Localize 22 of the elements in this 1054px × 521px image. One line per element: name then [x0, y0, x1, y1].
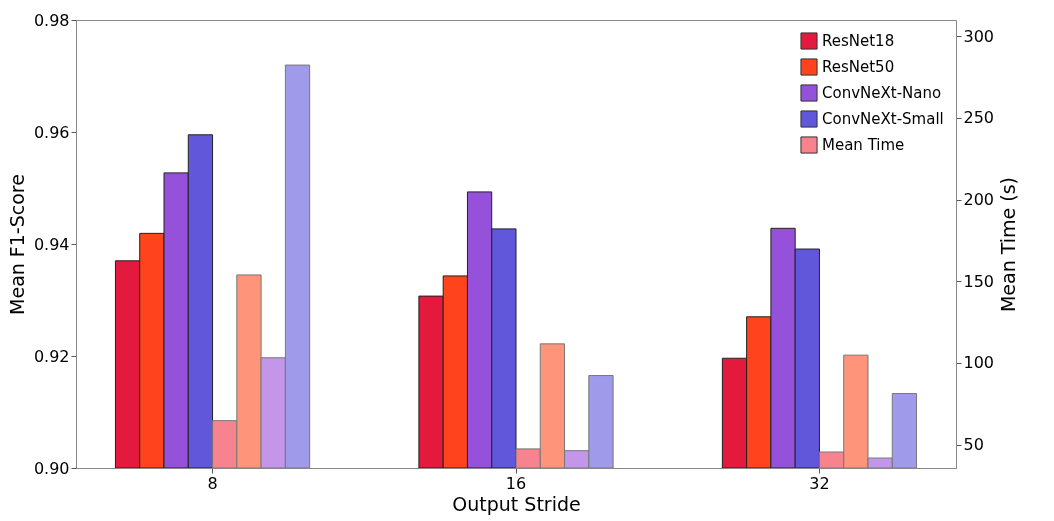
x-axis-title: Output Stride — [452, 492, 581, 515]
legend-label: ResNet50 — [822, 58, 895, 76]
y-tick-label: 0.98 — [33, 10, 70, 30]
x-tick-label: 16 — [505, 473, 527, 493]
y-tick-label: 0.94 — [33, 234, 70, 254]
legend-label: ConvNeXt-Nano — [822, 84, 942, 102]
x-tick-label: 8 — [207, 473, 218, 493]
y-tick-label: 0.92 — [33, 346, 70, 366]
y2-tick-label: 150 — [963, 271, 995, 291]
y2-tick-label: 300 — [963, 26, 995, 46]
y2-tick-label: 100 — [963, 353, 995, 373]
y2-tick-label: 250 — [963, 108, 995, 128]
legend-label: ResNet18 — [822, 32, 895, 50]
y-axis-title: Mean F1-Score — [5, 174, 28, 315]
y-tick-label: 0.96 — [33, 122, 70, 142]
y-tick-label: 0.90 — [33, 458, 70, 478]
y2-axis-title: Mean Time (s) — [997, 176, 1020, 313]
legend-label: ConvNeXt-Small — [822, 110, 944, 128]
legend-label: Mean Time — [822, 136, 905, 154]
y2-tick-label: 50 — [963, 435, 984, 455]
x-tick-label: 32 — [809, 473, 830, 493]
y2-tick-label: 200 — [963, 190, 995, 210]
